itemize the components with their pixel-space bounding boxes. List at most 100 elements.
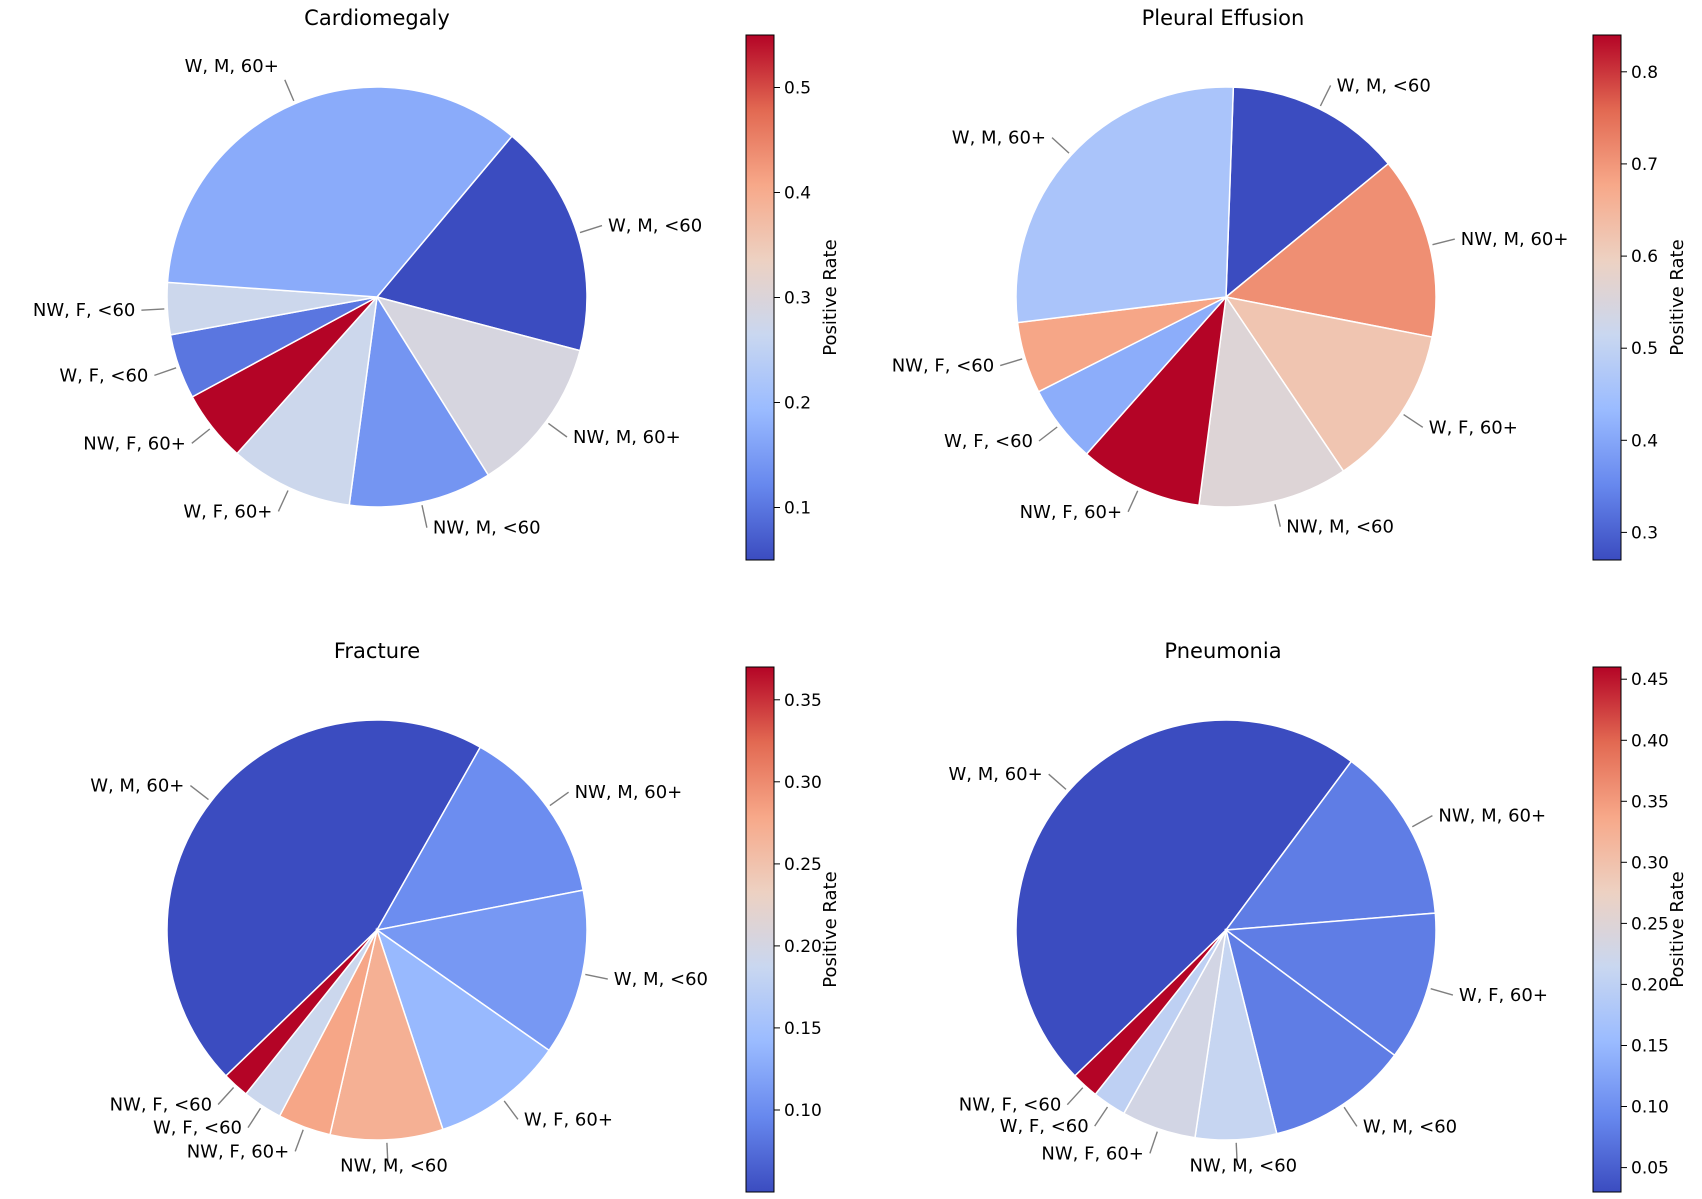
pie-slice-nw-f-60 xyxy=(1085,294,1228,507)
label-leader-line xyxy=(1051,137,1070,154)
label-leader-line xyxy=(294,1129,304,1152)
slice-label: NW, M, 60+ xyxy=(575,782,683,803)
label-leader-line xyxy=(141,308,165,311)
pie-slice-nw-m-60 xyxy=(329,927,444,1141)
colorbar-label: Positive Rate xyxy=(1667,239,1688,355)
label-leader-line xyxy=(1432,238,1455,246)
slice-labels: W, M, <60 NW, M, 60+ NW, M, <60 W, F, 60+ NW… xyxy=(33,56,702,539)
pie-slice-w-m-60 xyxy=(166,719,482,1077)
slice-label: NW, F, <60 xyxy=(892,356,995,377)
label-leader-line xyxy=(1127,490,1139,513)
slice-label: NW, F, <60 xyxy=(33,300,136,321)
colorbar-tick-label: 0.3 xyxy=(1631,523,1658,543)
colorbar-tick-label: 0.05 xyxy=(1631,1159,1669,1179)
label-leader-line xyxy=(503,1100,519,1120)
slice-label: W, M, 60+ xyxy=(948,764,1042,785)
label-leader-line xyxy=(1048,773,1067,790)
colorbar-tick-label: 0.35 xyxy=(784,691,822,711)
pie-slice-nw-m-60 xyxy=(1224,162,1437,338)
colorbar-tick-label: 0.15 xyxy=(784,1019,822,1039)
colorbar-tick-label: 0.4 xyxy=(784,184,811,204)
label-leader-line xyxy=(549,791,570,807)
slice-labels: W, M, <60 NW, M, 60+ W, F, 60+ NW, M, <60 NW… xyxy=(892,75,1569,537)
slice-label: NW, F, 60+ xyxy=(1041,1143,1144,1164)
pie-slices xyxy=(166,719,588,1141)
slice-label: W, F, <60 xyxy=(153,1118,242,1139)
panel-fracture: Fracture W, M, 60+ NW, M, 60+W, M, <60W, … xyxy=(90,639,841,1193)
pie-slice-w-f-60 xyxy=(1224,295,1434,473)
slice-label: NW, F, <60 xyxy=(110,1095,213,1116)
colorbar: 0.1 0.2 0.3 0.4 0.5 Positive Rate xyxy=(745,34,841,561)
pie-slice-w-m-60 xyxy=(1225,86,1390,299)
pie-slice-w-m-60 xyxy=(375,889,588,1052)
slice-label: W, F, <60 xyxy=(59,365,148,386)
colorbar-gradient xyxy=(1592,34,1622,561)
colorbar-tick-label: 0.30 xyxy=(1631,853,1669,873)
colorbar: 0.3 0.4 0.5 0.6 0.7 0.8 Positive Rate xyxy=(1592,34,1688,561)
label-leader-line xyxy=(217,1087,235,1105)
colorbar-gradient xyxy=(745,34,775,561)
slice-label: NW, M, 60+ xyxy=(1461,229,1569,250)
pie-slice-nw-m-60 xyxy=(1198,294,1345,508)
colorbar-tick-label: 0.10 xyxy=(1631,1098,1669,1118)
pie-slice-nw-f-60 xyxy=(224,929,378,1096)
slice-label: W, M, 60+ xyxy=(90,776,184,797)
label-leader-line xyxy=(277,490,289,512)
chart-title: Cardiomegaly xyxy=(304,6,450,30)
label-leader-line xyxy=(1094,1106,1109,1127)
colorbar-tick-label: 0.35 xyxy=(1631,792,1669,812)
colorbar-tick-label: 0.20 xyxy=(1631,975,1669,995)
pie-slice-w-m-60 xyxy=(166,86,514,298)
slice-label: W, F, <60 xyxy=(1000,1116,1089,1137)
label-leader-line xyxy=(189,785,209,801)
colorbar-ticks: 0.10 0.15 0.20 0.25 0.30 0.35 xyxy=(774,691,822,1121)
pie-slice-nw-m-60 xyxy=(375,295,581,477)
slice-label: NW, F, <60 xyxy=(959,1095,1062,1116)
colorbar-tick-label: 0.10 xyxy=(784,1101,822,1121)
slice-label: NW, M, <60 xyxy=(1189,1156,1297,1177)
label-leader-line xyxy=(579,224,603,234)
colorbar-ticks: 0.3 0.4 0.5 0.6 0.7 0.8 xyxy=(1621,63,1658,543)
colorbar: 0.05 0.10 0.15 0.20 0.25 0.30 0.35 0.40 0.45 Pos… xyxy=(1592,666,1688,1193)
slice-label: W, M, <60 xyxy=(1337,75,1431,96)
colorbar-tick-label: 0.8 xyxy=(1631,63,1658,83)
colorbar-tick-label: 0.30 xyxy=(784,773,822,793)
label-leader-line xyxy=(154,367,177,377)
slice-label: NW, M, <60 xyxy=(433,518,541,539)
label-leader-line xyxy=(1319,85,1332,107)
colorbar-gradient xyxy=(745,666,775,1193)
slice-label: NW, F, 60+ xyxy=(1020,502,1123,523)
colorbar-tick-label: 0.4 xyxy=(1631,431,1658,451)
slice-labels: W, M, 60+ NW, M, 60+ W, F, 60+ W, M, <60 NW,… xyxy=(948,764,1547,1176)
slice-label: W, M, <60 xyxy=(1363,1116,1457,1137)
colorbar-tick-label: 0.40 xyxy=(1631,731,1669,751)
panel-cardiomegaly: Cardiomegaly W, M, <60 NW, M, 60+ NW, M, <… xyxy=(33,6,841,561)
colorbar-tick-label: 0.45 xyxy=(1631,670,1669,690)
colorbar: 0.10 0.15 0.20 0.25 0.30 0.35 Positive Rate xyxy=(745,666,841,1193)
pie-slice-w-f-60 xyxy=(1223,912,1437,1057)
label-leader-line xyxy=(1038,426,1058,442)
label-leader-line xyxy=(1235,1142,1238,1166)
slice-label: W, M, <60 xyxy=(608,216,702,237)
chart-title: Pleural Effusion xyxy=(1142,6,1305,30)
colorbar-ticks: 0.05 0.10 0.15 0.20 0.25 0.30 0.35 0.40 0.45 xyxy=(1621,670,1669,1179)
pie-slice-w-m-60 xyxy=(1224,928,1396,1135)
slice-label: NW, F, 60+ xyxy=(187,1141,290,1162)
pie-slice-nw-m-60 xyxy=(348,294,490,508)
slice-label: W, M, <60 xyxy=(614,969,708,990)
slice-label: W, M, 60+ xyxy=(185,56,279,77)
pie-slices xyxy=(1015,719,1437,1141)
label-leader-line xyxy=(1066,1087,1084,1106)
panel-pneumonia: Pneumonia W, M, 60+NW, M, 60+W, F, 60+W,… xyxy=(948,639,1688,1193)
pie-slices xyxy=(166,86,588,508)
pie-slice-nw-f-60 xyxy=(1073,929,1227,1096)
colorbar-label: Positive Rate xyxy=(1667,871,1688,987)
label-leader-line xyxy=(284,79,295,102)
panel-pleural-effusion: Pleural Effusion W, M, <60 NW, M, 60+ W, F… xyxy=(892,6,1688,561)
slice-labels: W, M, 60+ NW, M, 60+ W, M, <60 W, F, 60+ NW,… xyxy=(90,776,708,1177)
label-leader-line xyxy=(547,422,568,438)
colorbar-tick-label: 0.6 xyxy=(1631,247,1658,267)
label-leader-line xyxy=(1411,814,1433,828)
pie-slice-w-m-60 xyxy=(1015,86,1235,324)
